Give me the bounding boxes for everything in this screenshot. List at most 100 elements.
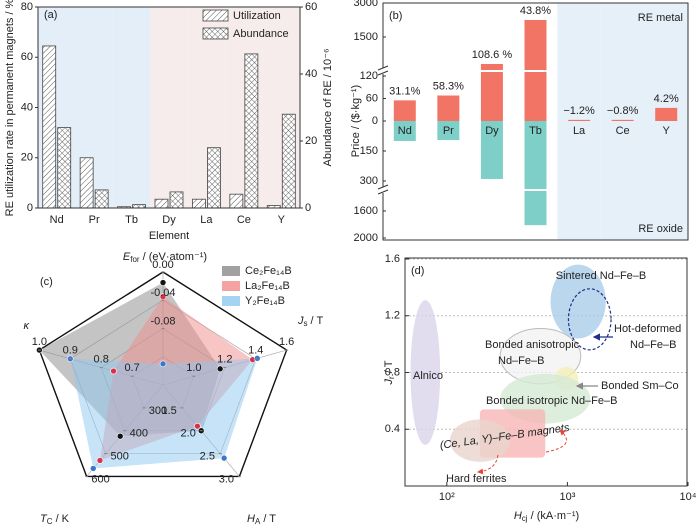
radar-tick-label: 1.4: [248, 345, 263, 357]
category-label: La: [573, 125, 586, 137]
region-label: Hard ferrites: [446, 473, 507, 485]
radar-axis-label-unit: / T: [260, 513, 276, 525]
region: [410, 300, 441, 445]
radar-axis-label-unit: / T: [308, 315, 324, 327]
change-annotation: −0.8%: [607, 105, 639, 117]
y2-tick-label: 20: [305, 135, 317, 147]
y2-tick-label: 0: [305, 202, 311, 214]
region-label: Nd–Fe–B: [630, 339, 676, 351]
category-label: Nd: [398, 125, 412, 137]
panel-label: (a): [44, 9, 57, 21]
category-background: [600, 3, 645, 240]
radar-tick-label: 2.0: [181, 428, 196, 440]
radar-tick-label: 3.0: [219, 473, 234, 485]
radar-axis-label-subscript: C: [47, 517, 53, 526]
x-axis-label: Hcj / (kA·m⁻¹): [514, 510, 579, 523]
y-axis-label: RE utilization rate in permanent magnets…: [4, 0, 16, 216]
legend-swatch: [222, 281, 240, 291]
radar-tick-label: 0.7: [124, 362, 139, 374]
radar-tick-label: 1.5: [161, 405, 176, 417]
y-tick-label: 1.6: [385, 253, 400, 265]
change-annotation: 31.1%: [389, 85, 420, 97]
radar-point: [89, 465, 97, 472]
legend-label: Y₂Fe₁₄B: [245, 295, 285, 307]
y-tick-label: 0: [27, 202, 33, 214]
radar-tick-label: 1.2: [217, 353, 232, 365]
region-label: Sintered Nd–Fe–B: [556, 270, 647, 282]
arrow: [477, 454, 499, 475]
y-axis-label-unit: / T: [383, 360, 395, 376]
change-annotation: 4.2%: [654, 93, 679, 105]
radar-axis-label: TC / K: [40, 513, 70, 526]
radar-tick-label: 1.0: [186, 362, 201, 374]
y-tick-label: 1500: [354, 31, 378, 43]
radar-tick-label: 0.9: [63, 345, 78, 357]
radar-tick-label: 2.5: [200, 450, 215, 462]
y2-tick-label: 60: [305, 1, 317, 13]
y-tick-label: 20: [21, 152, 33, 164]
bar: [42, 45, 57, 209]
radar-axis-label: κ: [24, 320, 30, 332]
axis-break-mark: [377, 184, 389, 190]
radar-tick-label: 300: [149, 405, 167, 417]
bar: [655, 107, 678, 121]
bar: [437, 121, 460, 140]
region-label: Bonded isotropic Nd–Fe–B: [486, 395, 617, 407]
category-background: [644, 3, 688, 240]
panels: Utilization Abundance 0 20 40 60 80 0 20 40 60 Nd Pr…: [4, 0, 697, 526]
arrow: [545, 429, 567, 453]
axis-break-gap: [379, 68, 387, 74]
y2-tick-label: 300: [360, 175, 378, 187]
plot-frame: [404, 257, 688, 487]
radar-axis-label: Js / T: [297, 315, 323, 328]
y-tick-label: 40: [21, 101, 33, 113]
region-label: Nd–Fe–B: [498, 355, 544, 367]
radar-point: [159, 293, 167, 301]
radar-area: [70, 358, 258, 469]
bar: [393, 121, 416, 141]
y-tick-label: 120: [360, 70, 378, 82]
region-label: Bonded Sm–Co: [601, 380, 679, 392]
y-tick-label: 1.2: [385, 310, 400, 322]
region-label: Bonded anisotropic: [485, 339, 580, 351]
x-tick-label: 10⁴: [680, 491, 697, 503]
y-axis-label-subscript: r: [387, 376, 396, 379]
x-tick-label: 10³: [559, 491, 575, 503]
category-label: Y: [663, 125, 671, 137]
radar-tick-label: 1.0: [32, 336, 47, 348]
radar-tick-label: -0.08: [150, 315, 175, 327]
legend-swatch: [222, 266, 240, 276]
region: [550, 264, 606, 339]
radar-tick-label: -0.04: [150, 287, 175, 299]
y2-tick-label: 2000: [354, 232, 378, 244]
bar: [524, 121, 547, 226]
radar-point: [159, 279, 167, 286]
x-tick-label: Y: [278, 214, 286, 226]
radar-axis-label-unit: / K: [53, 513, 70, 525]
panel-label: (c): [40, 276, 53, 288]
x-tick-label: La: [200, 214, 213, 226]
radar-point: [194, 422, 201, 430]
x-tick-label: Nd: [50, 214, 64, 226]
radar-tick-label: 1.6: [279, 336, 294, 348]
bar: [244, 53, 259, 209]
legend-label: La₂Fe₁₄B: [245, 280, 290, 292]
axis-break-gap: [379, 187, 387, 193]
category-label: Pr: [443, 125, 454, 137]
radar-axis-label: Efor / (eV·atom⁻¹): [123, 251, 207, 264]
bar: [611, 119, 634, 121]
bar: [132, 204, 146, 209]
radar-axis-label-unit: / (eV·atom⁻¹): [140, 251, 208, 263]
legend-label: Ce₂Fe₁₄B: [245, 265, 292, 277]
y2-tick-label: 1600: [354, 205, 378, 217]
axis-break-mark: [377, 70, 389, 76]
bar: [169, 191, 184, 209]
radar-axis-label-subscript: for: [130, 255, 140, 264]
panel-label: (d): [411, 265, 424, 277]
annotation-arrows: [477, 333, 613, 475]
x-tick-label: Dy: [162, 214, 176, 226]
bar: [192, 198, 206, 209]
bar: [229, 193, 244, 209]
x-tick-label: Ce: [237, 214, 251, 226]
radar-tick-label: 600: [91, 473, 109, 485]
